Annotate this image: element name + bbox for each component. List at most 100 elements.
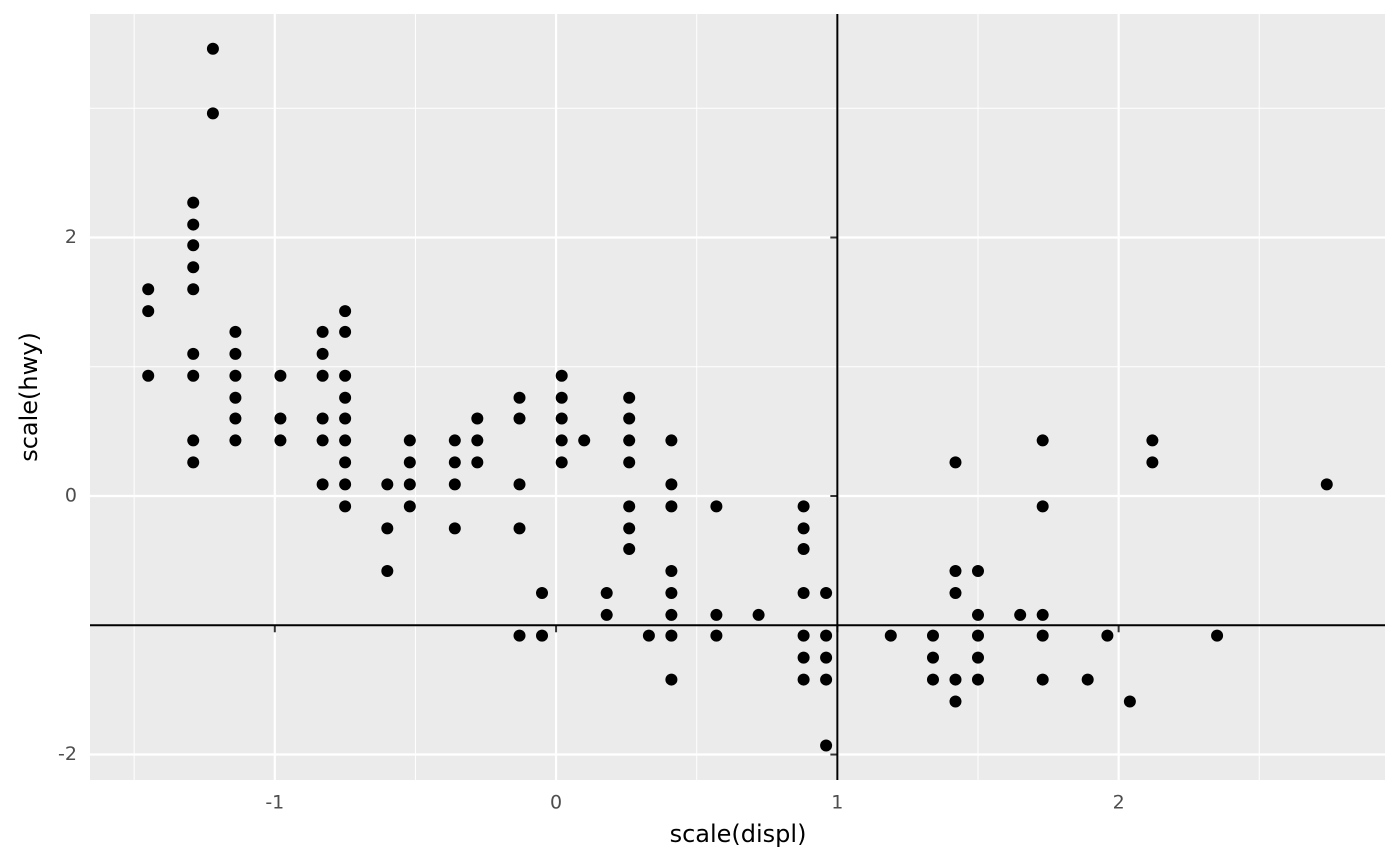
point — [665, 608, 678, 621]
point — [229, 347, 242, 360]
x-tick-label: 2 — [1113, 792, 1125, 814]
point — [623, 456, 636, 469]
point — [448, 522, 461, 535]
point — [316, 325, 329, 338]
point — [1014, 608, 1027, 621]
y-axis-title: scale(hwy) — [15, 332, 43, 462]
point — [710, 608, 723, 621]
point — [820, 673, 833, 686]
x-tick-label: 0 — [550, 792, 562, 814]
point — [229, 369, 242, 382]
x-tick-label: -1 — [265, 792, 284, 814]
point — [142, 305, 155, 318]
point — [187, 347, 200, 360]
point — [797, 673, 810, 686]
point — [665, 500, 678, 513]
point — [623, 391, 636, 404]
point — [926, 673, 939, 686]
point — [600, 608, 613, 621]
point — [1320, 478, 1333, 491]
point — [623, 434, 636, 447]
point — [949, 456, 962, 469]
point — [578, 434, 591, 447]
point — [797, 651, 810, 664]
point — [448, 478, 461, 491]
point — [1146, 456, 1159, 469]
point — [536, 629, 549, 642]
point — [142, 283, 155, 296]
point — [971, 629, 984, 642]
point — [949, 564, 962, 577]
point — [623, 543, 636, 556]
point — [339, 500, 352, 513]
y-tick-label: 2 — [65, 226, 77, 248]
point — [229, 434, 242, 447]
point — [403, 500, 416, 513]
point — [187, 218, 200, 231]
point — [316, 434, 329, 447]
point — [229, 412, 242, 425]
point — [797, 543, 810, 556]
point — [513, 478, 526, 491]
panel — [90, 14, 1385, 780]
x-axis-title: scale(displ) — [670, 820, 807, 848]
point — [820, 651, 833, 664]
point — [403, 456, 416, 469]
point — [316, 478, 329, 491]
point — [274, 369, 287, 382]
point — [381, 478, 394, 491]
point — [1101, 629, 1114, 642]
point — [1036, 500, 1049, 513]
point — [710, 629, 723, 642]
point — [1211, 629, 1224, 642]
point — [623, 412, 636, 425]
point — [1036, 673, 1049, 686]
point — [381, 564, 394, 577]
point — [797, 586, 810, 599]
point — [665, 673, 678, 686]
point — [1036, 629, 1049, 642]
point — [187, 434, 200, 447]
point — [971, 651, 984, 664]
point — [187, 239, 200, 252]
point — [665, 434, 678, 447]
point — [339, 412, 352, 425]
point — [206, 42, 219, 55]
point — [206, 107, 219, 120]
point — [274, 434, 287, 447]
point — [665, 629, 678, 642]
point — [926, 629, 939, 642]
point — [1146, 434, 1159, 447]
point — [513, 391, 526, 404]
point — [403, 434, 416, 447]
point — [229, 391, 242, 404]
point — [187, 196, 200, 209]
point — [381, 522, 394, 535]
point — [555, 456, 568, 469]
point — [187, 369, 200, 382]
point — [513, 412, 526, 425]
point — [555, 434, 568, 447]
point — [820, 586, 833, 599]
point — [623, 522, 636, 535]
point — [142, 369, 155, 382]
point — [820, 629, 833, 642]
point — [187, 283, 200, 296]
point — [797, 500, 810, 513]
point — [471, 434, 484, 447]
point — [316, 412, 329, 425]
point — [1123, 695, 1136, 708]
point — [536, 586, 549, 599]
point — [471, 412, 484, 425]
y-tick-label: 0 — [65, 485, 77, 507]
point — [949, 673, 962, 686]
point — [274, 412, 287, 425]
point — [555, 369, 568, 382]
point — [797, 629, 810, 642]
point — [752, 608, 765, 621]
point — [642, 629, 655, 642]
point — [884, 629, 897, 642]
point — [710, 500, 723, 513]
point — [623, 500, 636, 513]
